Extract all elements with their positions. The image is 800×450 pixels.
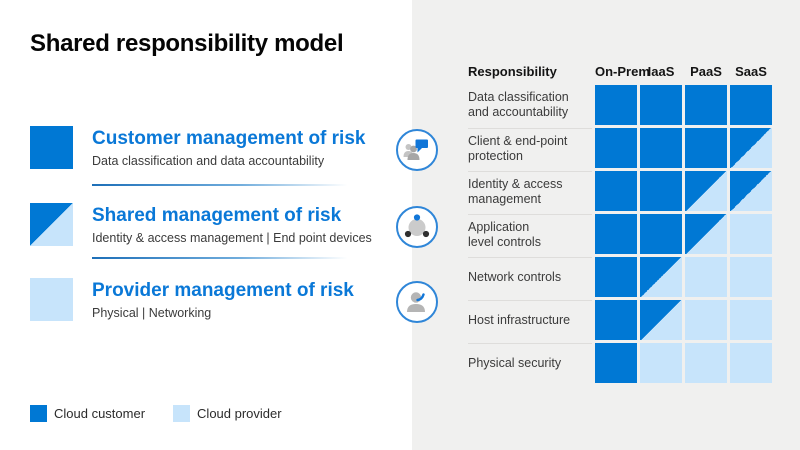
matrix-cell — [685, 257, 727, 297]
legend: Cloud customer Cloud provider — [30, 405, 282, 422]
risk-item-heading: Customer management of risk — [92, 128, 366, 149]
matrix-row-label: Identity & access management — [468, 171, 592, 211]
matrix-cell — [685, 128, 727, 168]
matrix-header-responsibility: Responsibility — [468, 64, 557, 79]
matrix-row-label: Application level controls — [468, 214, 592, 254]
responsibility-matrix: Responsibility On-Prem IaaS PaaS SaaS Da… — [468, 56, 772, 383]
legend-label: Cloud customer — [54, 406, 146, 421]
risk-item-description: Identity & access management | End point… — [92, 231, 372, 245]
legend-entry-cloud-customer: Cloud customer — [30, 405, 145, 422]
matrix-cell — [595, 257, 637, 297]
matrix-cell — [730, 171, 772, 211]
matrix-cell — [685, 85, 727, 125]
legend-label: Cloud provider — [197, 406, 282, 421]
legend-entry-cloud-provider: Cloud provider — [173, 405, 282, 422]
matrix-cell — [640, 257, 682, 297]
matrix-cell — [730, 214, 772, 254]
section-divider — [92, 257, 358, 259]
matrix-row-label: Client & end-point protection — [468, 128, 592, 168]
matrix-cell — [685, 300, 727, 340]
matrix-row-label: Data classification and accountability — [468, 90, 569, 119]
matrix-header-paas: PaaS — [690, 64, 722, 79]
cloud-customer-swatch — [30, 405, 47, 422]
matrix-row-label: Host infrastructure — [468, 300, 592, 340]
matrix-cell — [595, 300, 637, 340]
matrix-cell — [640, 343, 682, 383]
matrix-cell — [595, 171, 637, 211]
shared-swatch — [30, 203, 73, 246]
matrix-cell — [730, 300, 772, 340]
matrix-cell — [640, 128, 682, 168]
matrix-cell — [640, 300, 682, 340]
matrix-cell — [730, 85, 772, 125]
matrix-cell — [595, 85, 637, 125]
people-speech-bubble-icon — [396, 129, 438, 171]
support-person-icon — [396, 281, 438, 323]
cloud-customer-swatch — [30, 126, 73, 169]
matrix-header-iaas: IaaS — [647, 64, 675, 79]
cloud-provider-swatch — [30, 278, 73, 321]
risk-item-shared: Shared management of risk Identity & acc… — [30, 203, 442, 251]
matrix-cell — [595, 128, 637, 168]
page-title: Shared responsibility model — [30, 30, 344, 57]
matrix-row-label: Physical security — [468, 343, 592, 383]
matrix-cell — [595, 343, 637, 383]
risk-item-heading: Provider management of risk — [92, 280, 354, 301]
risk-item-description: Physical | Networking — [92, 306, 212, 320]
matrix-cell — [640, 171, 682, 211]
matrix-cell — [730, 128, 772, 168]
section-divider — [92, 184, 358, 186]
matrix-header-saas: SaaS — [735, 64, 767, 79]
matrix-cell — [685, 343, 727, 383]
matrix-header-on-prem: On-Prem — [595, 64, 650, 79]
matrix-cell — [595, 214, 637, 254]
risk-item-description: Data classification and data accountabil… — [92, 154, 325, 168]
matrix-cell — [640, 85, 682, 125]
risk-item-heading: Shared management of risk — [92, 205, 342, 226]
matrix-cell — [640, 214, 682, 254]
cloud-provider-swatch — [173, 405, 191, 422]
matrix-row-label: Network controls — [468, 257, 592, 297]
matrix-cell — [685, 171, 727, 211]
risk-item-provider: Provider management of risk Physical | N… — [30, 278, 442, 326]
risk-item-customer: Customer management of risk Data classif… — [30, 126, 442, 174]
collaboration-icon — [396, 206, 438, 248]
matrix-cell — [685, 214, 727, 254]
matrix-cell — [730, 257, 772, 297]
matrix-cell — [730, 343, 772, 383]
